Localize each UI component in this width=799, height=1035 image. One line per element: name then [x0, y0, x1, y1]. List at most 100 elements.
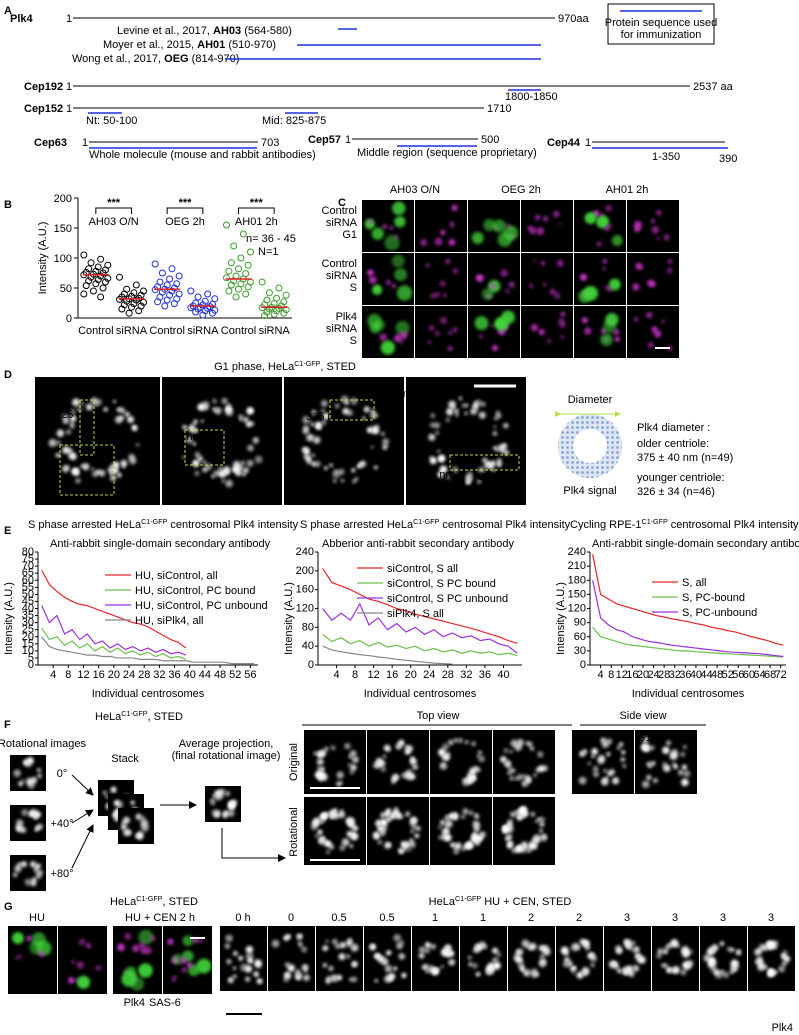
measurement-label: 230 nm	[165, 431, 202, 443]
micrograph	[627, 200, 679, 252]
signal-spot	[515, 956, 522, 963]
x-tick-label: siRNA	[187, 325, 219, 337]
signal-spot	[213, 811, 220, 818]
signal-spot	[247, 444, 254, 452]
data-point	[199, 311, 207, 319]
signal-spot	[516, 774, 523, 781]
sequence-end: 390	[719, 153, 737, 165]
signal-spot	[325, 939, 329, 943]
data-point	[204, 290, 212, 298]
data-line	[322, 645, 453, 665]
signal-spot	[18, 780, 24, 787]
signal-spot	[425, 263, 430, 268]
signal-spot	[350, 943, 359, 952]
signal-spot	[539, 822, 545, 827]
signal-spot	[472, 402, 479, 410]
x-tick-label: 56	[244, 669, 256, 681]
reference-source: Moyer et al., 2015,	[103, 39, 194, 51]
signal-spot	[395, 743, 403, 750]
signal-spot	[349, 764, 357, 771]
signal-spot	[440, 965, 444, 969]
signal-spot	[405, 769, 413, 776]
data-point	[92, 280, 100, 288]
y-tick-label: 20	[22, 631, 34, 643]
signal-spot	[508, 281, 515, 288]
signal-spot	[736, 950, 742, 956]
signal-spot	[311, 409, 317, 416]
signal-spot	[17, 954, 22, 959]
legend-label: siControl, S PC bound	[387, 578, 496, 590]
signal-spot	[430, 413, 436, 419]
signal-spot	[351, 756, 359, 764]
signal-spot	[72, 398, 81, 407]
signal-spot	[440, 316, 448, 325]
signal-spot	[539, 828, 543, 833]
signal-spot	[205, 463, 213, 471]
signal-spot	[384, 964, 393, 973]
signal-spot	[625, 943, 632, 950]
signal-spot	[590, 962, 595, 968]
chart-title-part: centrosomal Plk4 intensity	[439, 519, 570, 531]
signal-spot	[377, 839, 383, 845]
signal-spot	[76, 961, 85, 969]
y-tick-label: 0	[66, 313, 72, 325]
signal-spot	[296, 933, 302, 940]
signal-spot	[614, 336, 621, 342]
signal-spot	[710, 966, 718, 974]
signal-spot	[471, 741, 476, 747]
region-label: Nt: 50-100	[86, 115, 137, 127]
signal-spot	[652, 778, 658, 784]
signal-spot	[621, 967, 629, 975]
time-label: 0	[288, 912, 294, 924]
signal-spot	[648, 764, 653, 769]
signal-spot	[683, 770, 691, 778]
signal-spot	[333, 812, 340, 819]
signal-spot	[507, 818, 514, 825]
signal-spot	[246, 407, 254, 415]
data-point	[261, 312, 269, 320]
signal-spot	[584, 327, 592, 335]
protein-name: Cep57	[308, 134, 341, 146]
signal-spot	[424, 948, 430, 954]
signal-spot	[608, 960, 617, 969]
y-axis-label: Intensity (A.U.)	[37, 222, 49, 295]
signal-spot	[287, 964, 295, 972]
signal-spot	[395, 320, 410, 336]
signal-spot	[391, 254, 405, 268]
data-point	[208, 309, 216, 317]
signal-spot	[496, 458, 502, 464]
signal-spot	[418, 952, 425, 959]
region-label: 1800-1850	[505, 91, 558, 103]
signal-spot	[608, 278, 621, 291]
signal-spot	[344, 742, 351, 750]
signal-spot	[112, 811, 119, 819]
image-background	[10, 805, 46, 841]
signal-spot	[32, 776, 37, 782]
data-point	[151, 260, 159, 268]
signal-spot	[246, 459, 254, 467]
signal-spot	[516, 948, 524, 956]
signal-spot	[439, 819, 446, 826]
signal-spot	[80, 464, 84, 468]
signal-spot	[377, 826, 381, 830]
signal-spot	[85, 942, 92, 949]
signal-spot	[486, 963, 494, 971]
y-tick-label: 240	[296, 546, 314, 558]
x-tick-label: 4	[598, 669, 604, 681]
x-tick-label: 28	[442, 669, 454, 681]
signal-spot	[124, 932, 132, 940]
data-point	[128, 303, 135, 311]
group-annotation: AH03 O/N	[89, 216, 139, 228]
signal-spot	[242, 416, 249, 423]
micrograph	[10, 755, 46, 791]
region-label: Mid: 825-875	[262, 115, 326, 127]
signal-spot	[478, 941, 487, 949]
signal-spot	[414, 833, 420, 839]
signal-spot	[367, 269, 374, 276]
signal-spot	[48, 438, 57, 447]
panel-title-part: , STED	[162, 896, 198, 908]
legend-box	[607, 3, 715, 45]
data-point	[82, 282, 90, 290]
signal-spot	[351, 960, 358, 968]
signal-spot	[452, 268, 458, 274]
